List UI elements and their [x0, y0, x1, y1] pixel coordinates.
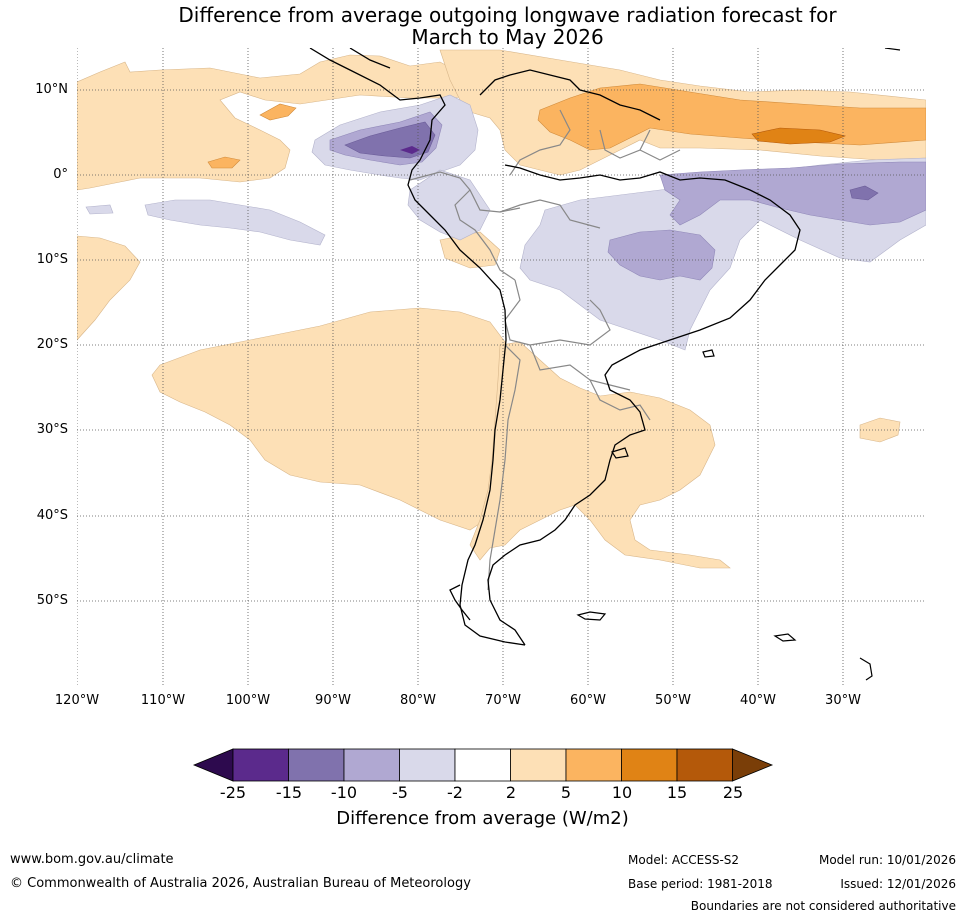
footer-model: Model: ACCESS-S2	[628, 853, 740, 867]
colorbar-swatch	[621, 748, 678, 782]
anomaly-10-to-15-regions	[751, 127, 846, 145]
footer-copyright: © Commonwealth of Australia 2026, Austra…	[10, 876, 471, 891]
map-title: Difference from average outgoing longwav…	[0, 4, 965, 48]
colorbar-tick-15: 15	[666, 783, 688, 802]
colorbar-swatch	[454, 748, 511, 782]
colorbar-arrow-max	[732, 748, 774, 782]
colorbar-swatch	[510, 748, 567, 782]
colorbar-swatch	[399, 748, 456, 782]
lon-label-70w: 70°W	[485, 693, 521, 708]
colorbar-tick-25: 25	[722, 783, 744, 802]
lon-label-30w: 30°W	[825, 693, 861, 708]
colorbar-swatch	[676, 748, 733, 782]
lon-label-80w: 80°W	[400, 693, 436, 708]
colorbar-arrow-min	[192, 748, 234, 782]
coastlines	[309, 48, 801, 646]
colorbar-tick-minus15: -15	[275, 783, 303, 802]
footer-website[interactable]: www.bom.gov.au/climate	[10, 852, 174, 867]
lat-label-40s: 40°S	[36, 508, 68, 523]
colorbar-tick-2: 2	[505, 783, 517, 802]
lon-label-110w: 110°W	[140, 693, 186, 708]
colorbar-tick-minus25: -25	[219, 783, 247, 802]
colorbar-swatch	[232, 748, 289, 782]
footer-disclaimer: Boundaries are not considered authoritat…	[690, 899, 956, 913]
lat-label-50s: 50°S	[36, 593, 68, 608]
lat-label-0: 0°	[53, 167, 68, 182]
colorbar-tick-minus2: -2	[447, 783, 463, 802]
colorbar-label: Difference from average (W/m2)	[336, 808, 629, 829]
lon-label-100w: 100°W	[225, 693, 271, 708]
colorbar-swatch	[565, 748, 622, 782]
colorbar-swatch	[288, 748, 345, 782]
lat-label-30s: 30°S	[36, 422, 68, 437]
islands	[576, 48, 901, 681]
colorbar-tick-minus10: -10	[330, 783, 358, 802]
lat-label-20s: 20°S	[36, 337, 68, 352]
lon-label-90w: 90°W	[315, 693, 351, 708]
lat-label-10n: 10°N	[35, 82, 68, 97]
lon-label-50w: 50°W	[655, 693, 691, 708]
map-title-line1: Difference from average outgoing longwav…	[178, 3, 837, 27]
colorbar-swatch	[343, 748, 400, 782]
colorbar-tick-minus5: -5	[392, 783, 408, 802]
lat-label-10s: 10°S	[36, 252, 68, 267]
anomaly-minus25-to-minus15-regions	[400, 146, 420, 154]
lon-label-60w: 60°W	[570, 693, 606, 708]
footer-issued: Issued: 12/01/2026	[840, 877, 956, 891]
colorbar-tick-5: 5	[560, 783, 572, 802]
country-borders	[409, 109, 681, 591]
colorbar-tick-10: 10	[611, 783, 633, 802]
footer-base-period: Base period: 1981-2018	[628, 877, 773, 891]
lon-label-120w: 120°W	[54, 693, 100, 708]
map-title-line2: March to May 2026	[411, 25, 604, 49]
lon-label-40w: 40°W	[740, 693, 776, 708]
footer-model-run: Model run: 10/01/2026	[818, 853, 956, 867]
